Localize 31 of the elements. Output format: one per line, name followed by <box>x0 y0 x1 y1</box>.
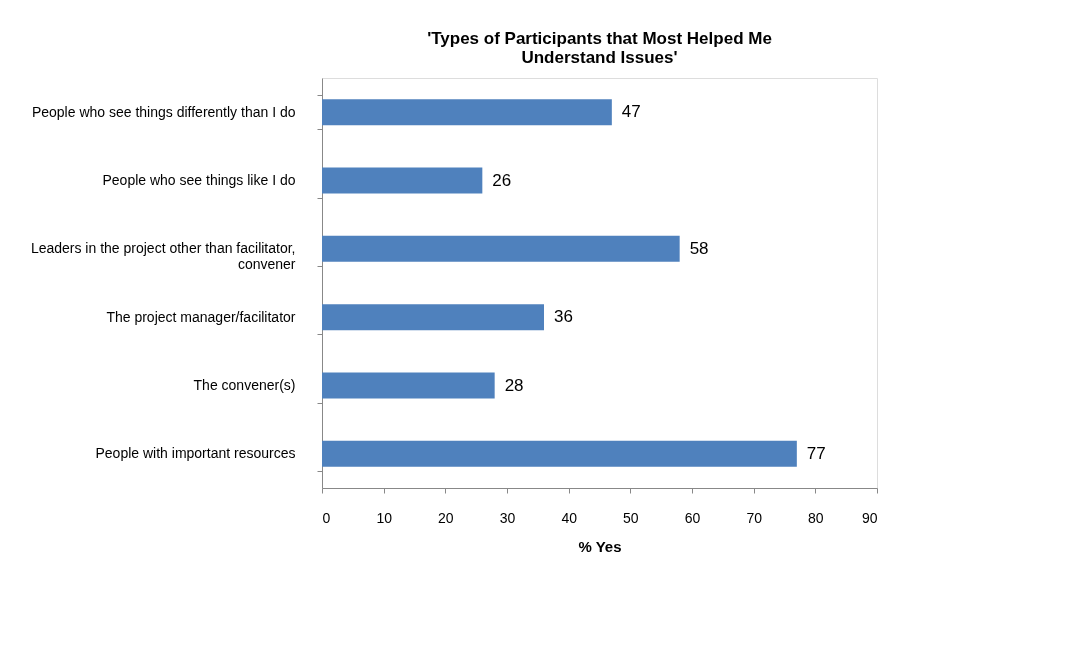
x-axis-title: % Yes <box>578 537 622 555</box>
y-tick-label: The project manager/facilitator <box>106 308 296 325</box>
y-tick-label: People with important resources <box>95 445 296 462</box>
bar <box>322 372 495 399</box>
x-tick-label: 20 <box>438 509 454 526</box>
y-tick-label: People who see things differently than I do <box>31 103 296 120</box>
data-label: 47 <box>621 102 641 122</box>
x-tick-label: 40 <box>561 509 578 526</box>
data-label: 28 <box>504 375 524 395</box>
bar <box>322 440 797 467</box>
bar <box>322 304 544 331</box>
x-tick-label: 90 <box>861 509 878 526</box>
bar <box>322 99 612 126</box>
bar <box>322 235 680 262</box>
bar <box>322 167 483 194</box>
y-tick-label: The convener(s) <box>193 377 296 393</box>
y-tick-label: Leaders in the project other than facilitator, convener <box>30 240 296 273</box>
text: 'Types of Participants that Most Helped Me <box>427 29 772 48</box>
x-tick-label: 30 <box>499 509 516 526</box>
text: Understand Issues' <box>521 48 678 67</box>
x-tick-label: 80 <box>808 509 824 526</box>
x-tick-label: 60 <box>684 509 701 526</box>
data-label: 58 <box>689 238 709 258</box>
x-tick-label: 0 <box>322 509 331 526</box>
x-tick-label: 50 <box>623 509 639 526</box>
x-tick-label: 10 <box>376 509 393 526</box>
x-tick-label: 70 <box>746 509 763 526</box>
y-tick-label: People who see things like I do <box>102 172 296 188</box>
data-label: 77 <box>806 443 826 463</box>
data-label: 26 <box>492 170 512 190</box>
data-label: 36 <box>554 307 573 327</box>
